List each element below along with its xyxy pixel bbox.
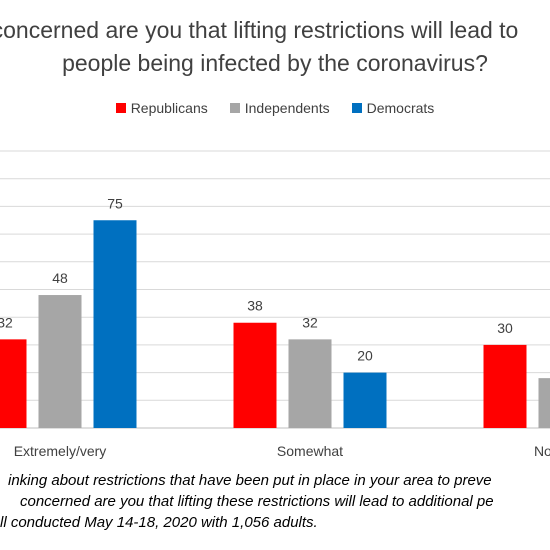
legend-item-democrats: Democrats (351, 100, 435, 116)
legend-swatch-independents (229, 103, 240, 113)
chart-title-line-2: people being infected by the coronavirus… (62, 50, 488, 76)
bar-independents-2 (538, 378, 550, 428)
footnote-line-1: inking about restrictions that have been… (8, 472, 492, 489)
data-label-democrats-1: 20 (357, 348, 373, 364)
legend-item-independents: Independents (229, 100, 330, 116)
bar-independents-0 (38, 295, 82, 428)
bar-democrats-0 (93, 220, 137, 428)
data-label-republicans-1: 38 (247, 298, 263, 314)
footnote-line-3: ll conducted May 14-18, 2020 with 1,056 … (0, 514, 318, 531)
bar-chart: 3238304832187520Extremely/verySomewhatNo… (0, 150, 550, 459)
legend-label-republicans: Republicans (130, 100, 208, 116)
chart-legend: Republicans Independents Democrats (0, 100, 550, 116)
bar-republicans-2 (483, 344, 527, 428)
footnote-line-2: concerned are you that lifting these res… (20, 493, 494, 510)
chart-footnote: inking about restrictions that have been… (0, 470, 550, 533)
legend-swatch-republicans (115, 103, 126, 113)
legend-label-democrats: Democrats (366, 100, 435, 116)
bar-democrats-1 (343, 372, 387, 428)
chart-title-line-1: concerned are you that lifting restricti… (0, 17, 519, 43)
data-label-independents-0: 48 (52, 270, 68, 286)
bar-republicans-1 (233, 322, 277, 428)
chart-title: concerned are you that lifting restricti… (0, 14, 550, 80)
legend-swatch-democrats (351, 103, 362, 113)
category-label-0: Extremely/very (14, 443, 107, 459)
category-label-1: Somewhat (277, 443, 343, 459)
bar-independents-1 (288, 339, 332, 428)
data-label-democrats-0: 75 (107, 195, 123, 211)
bar-republicans-0 (0, 339, 27, 428)
data-label-republicans-2: 30 (497, 320, 513, 336)
data-label-independents-1: 32 (302, 314, 318, 330)
category-label-2: Not very (534, 443, 550, 459)
legend-item-republicans: Republicans (115, 100, 208, 116)
data-label-republicans-0: 32 (0, 314, 13, 330)
legend-label-independents: Independents (244, 100, 330, 116)
